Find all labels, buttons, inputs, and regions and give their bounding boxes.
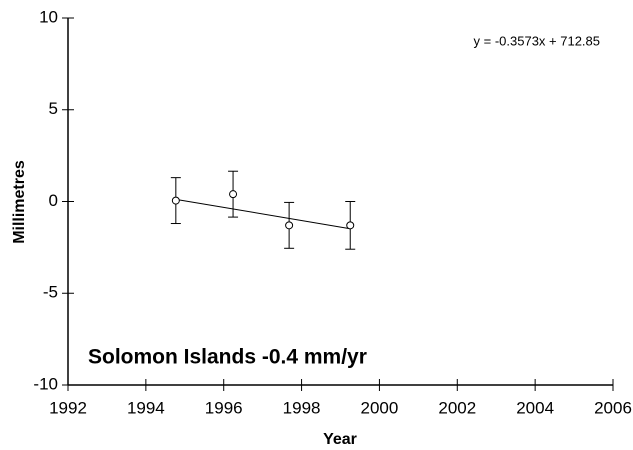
point: [229, 190, 238, 199]
x-tick-label: 2004: [516, 398, 554, 417]
x-tick-label: 1992: [49, 398, 87, 417]
x-tick-label: 2002: [438, 398, 476, 417]
x-tick-label: 1996: [205, 398, 243, 417]
y-tick-label: 10: [39, 7, 58, 26]
x-tick-label: 2006: [594, 398, 632, 417]
x-axis-label: Year: [323, 431, 357, 448]
y-tick-label: 0: [49, 191, 58, 210]
y-tick-label: 5: [49, 99, 58, 118]
y-tick-label: -5: [43, 283, 58, 302]
y-tick-label: -10: [33, 374, 58, 393]
point: [285, 221, 294, 230]
x-tick-label: 1998: [283, 398, 321, 417]
annotation: Solomon Islands -0.4 mm/yr: [88, 346, 367, 369]
x-tick-label: 2000: [361, 398, 399, 417]
x-tick-label: 1994: [127, 398, 165, 417]
point: [171, 196, 180, 205]
point: [346, 221, 355, 230]
trendline: [175, 198, 351, 230]
y-axis-label: Millimetres: [11, 160, 28, 244]
trendline-equation: y = -0.3573x + 712.85: [474, 33, 600, 48]
